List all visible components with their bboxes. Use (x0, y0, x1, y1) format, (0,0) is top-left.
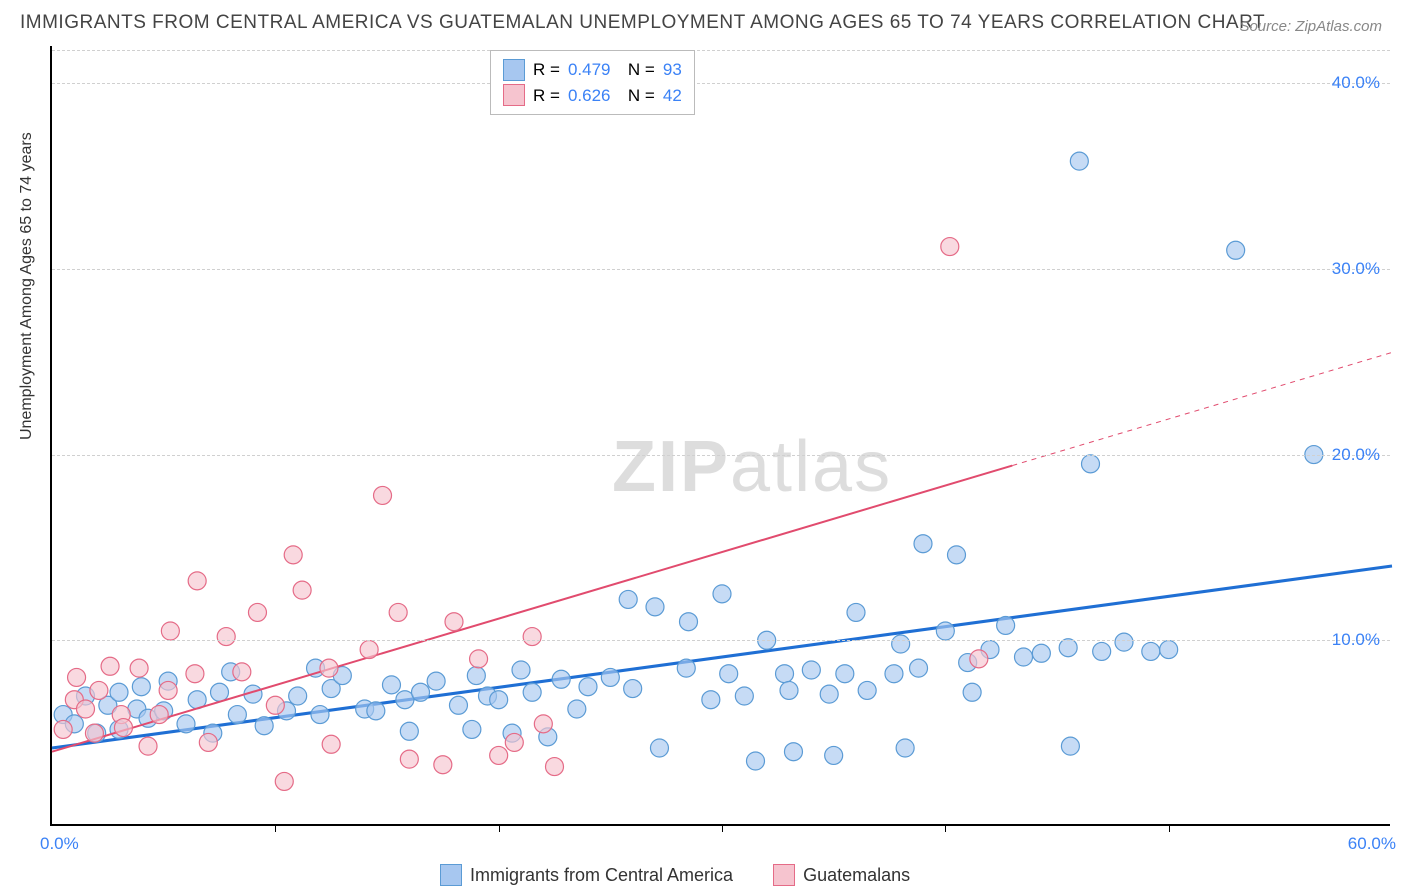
legend-correlation: R = 0.479 N = 93 R = 0.626 N = 42 (490, 50, 695, 115)
x-tick (1169, 824, 1170, 832)
grid-line-h (52, 50, 1390, 51)
source-attribution: Source: ZipAtlas.com (1239, 18, 1382, 35)
r-label: R = (533, 83, 560, 109)
x-start-label: 0.0% (40, 834, 79, 854)
legend-series: Immigrants from Central America Guatemala… (440, 864, 910, 886)
legend-series-item: Guatemalans (773, 864, 910, 886)
x-tick (275, 824, 276, 832)
chart-svg (52, 46, 1390, 824)
grid-line-h (52, 83, 1390, 84)
legend-corr-row: R = 0.479 N = 93 (503, 57, 682, 83)
legend-swatch (773, 864, 795, 886)
r-value: 0.626 (568, 83, 611, 109)
grid-line-h (52, 269, 1390, 270)
y-tick-label: 40.0% (1332, 73, 1380, 93)
y-axis-label: Unemployment Among Ages 65 to 74 years (18, 132, 36, 440)
x-tick (499, 824, 500, 832)
legend-swatch (503, 84, 525, 106)
legend-swatch (440, 864, 462, 886)
n-value: 42 (663, 83, 682, 109)
y-tick-label: 20.0% (1332, 445, 1380, 465)
chart-title: IMMIGRANTS FROM CENTRAL AMERICA VS GUATE… (20, 12, 1265, 34)
n-label: N = (618, 83, 654, 109)
plot-area: ZIPatlas 10.0%20.0%30.0%40.0%0.0%60.0% (50, 46, 1390, 826)
legend-swatch (503, 59, 525, 81)
x-tick (722, 824, 723, 832)
x-tick (945, 824, 946, 832)
legend-series-item: Immigrants from Central America (440, 864, 733, 886)
n-label: N = (618, 57, 654, 83)
y-tick-label: 30.0% (1332, 259, 1380, 279)
x-end-label: 60.0% (1348, 834, 1396, 854)
y-tick-label: 10.0% (1332, 630, 1380, 650)
r-value: 0.479 (568, 57, 611, 83)
r-label: R = (533, 57, 560, 83)
grid-line-h (52, 455, 1390, 456)
n-value: 93 (663, 57, 682, 83)
legend-series-label: Immigrants from Central America (470, 865, 733, 886)
grid-line-h (52, 640, 1390, 641)
legend-corr-row: R = 0.626 N = 42 (503, 83, 682, 109)
legend-series-label: Guatemalans (803, 865, 910, 886)
